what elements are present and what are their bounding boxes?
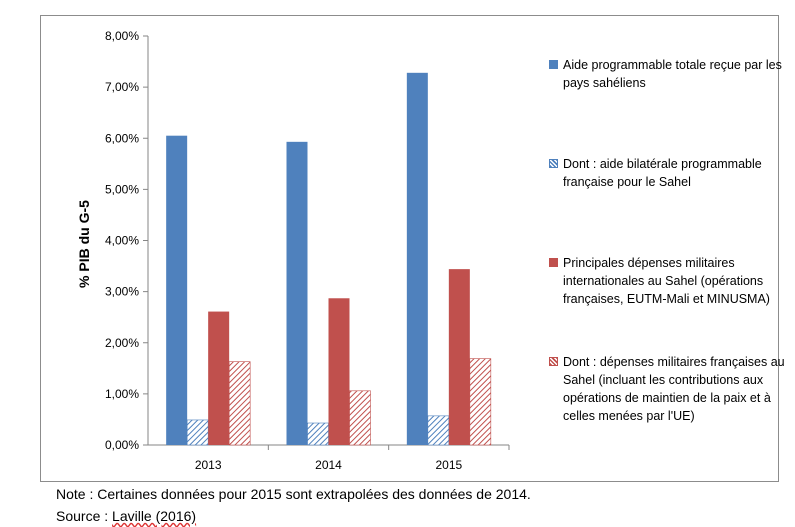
bar-french-military-2013 — [228, 361, 251, 446]
bar-french-military-2015 — [469, 358, 492, 446]
bar-french-aid-2013 — [186, 419, 209, 446]
bar-total-aid-2015 — [406, 72, 428, 445]
bar-french-aid-2014 — [307, 422, 329, 446]
legend-label-military-spending: Principales dépenses militaires internat… — [563, 256, 770, 306]
y-tick-label: 1,00% — [105, 387, 139, 401]
legend-swatch-french-aid — [549, 159, 558, 168]
legend-label-french-military: Dont : dépenses militaires françaises au… — [563, 355, 785, 423]
y-tick-label: 7,00% — [105, 80, 139, 94]
chart-note: Note : Certaines données pour 2015 sont … — [56, 486, 531, 502]
y-tick-label: 3,00% — [105, 285, 139, 299]
y-tick-label: 8,00% — [105, 29, 139, 43]
bar-total-aid-2014 — [286, 141, 308, 446]
y-axis-title: % PIB du G-5 — [76, 200, 92, 288]
legend-label-total-aid: Aide programmable totale reçue par les p… — [563, 58, 782, 90]
legend: Aide programmable totale reçue par les p… — [549, 16, 794, 481]
y-tick-label: 0,00% — [105, 438, 139, 452]
x-tick-label: 2015 — [435, 458, 462, 472]
bar-military-spending-2014 — [328, 298, 350, 445]
bar-military-spending-2015 — [448, 269, 470, 445]
y-tick-label: 2,00% — [105, 336, 139, 350]
bar-total-aid-2013 — [166, 135, 188, 445]
chart-frame: % PIB du G-5 0,00% 1,00% 2,00% 3,00% 4,00% 5,… — [40, 15, 785, 482]
x-tick-label: 2013 — [195, 458, 222, 472]
legend-swatch-military-spending — [549, 258, 558, 267]
bar-chart: % PIB du G-5 0,00% 1,00% 2,00% 3,00% 4,00% 5,… — [76, 29, 510, 472]
bar-french-aid-2015 — [427, 415, 450, 446]
bar-military-spending-2013 — [208, 311, 230, 445]
source-link[interactable]: Laville (2016) — [112, 508, 197, 524]
y-tick-label: 4,00% — [105, 234, 139, 248]
bar-french-military-2014 — [349, 390, 371, 446]
chart-source: Source : Laville (2016) — [56, 507, 196, 525]
legend-swatch-total-aid — [549, 60, 558, 69]
legend-label-french-aid: Dont : aide bilatérale programmable fran… — [563, 157, 762, 189]
x-tick-label: 2014 — [315, 458, 342, 472]
legend-swatch-french-military — [549, 357, 558, 366]
y-tick-label: 5,00% — [105, 182, 139, 196]
y-tick-label: 6,00% — [105, 131, 139, 145]
source-prefix: Source : — [56, 508, 113, 524]
